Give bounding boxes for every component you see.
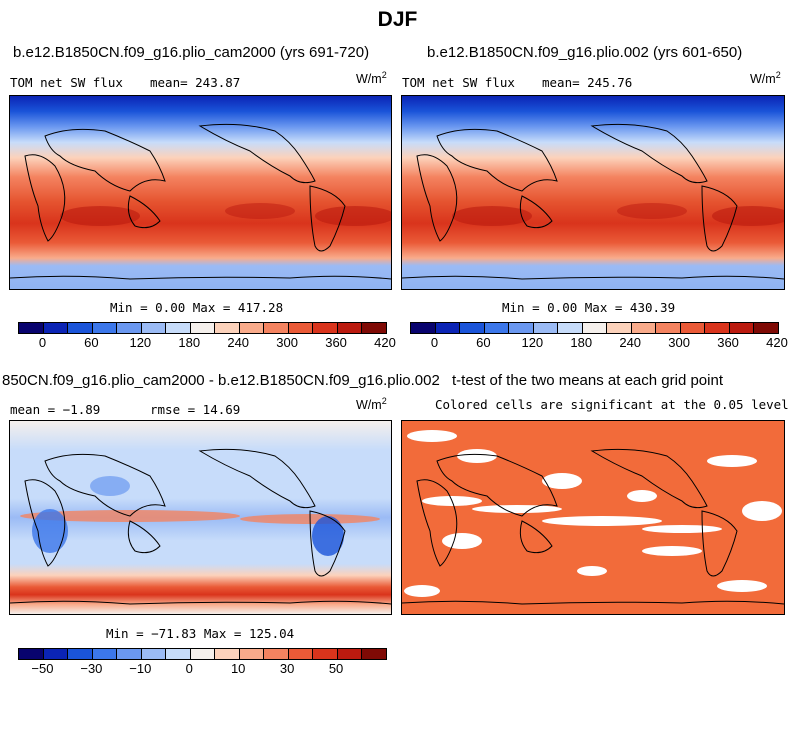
colorbar-tick-label: 360 bbox=[325, 335, 347, 350]
colorbar-swatch bbox=[533, 323, 559, 333]
colorbar-tick-label: 120 bbox=[521, 335, 544, 350]
panel2-minmax: Min = 0.00 Max = 430.39 bbox=[502, 300, 676, 315]
panel4-title: t-test of the two means at each grid poi… bbox=[452, 372, 723, 389]
panel3-units-label: W/m2 bbox=[356, 396, 387, 413]
panel4-coastlines bbox=[402, 448, 784, 605]
colorbar-tick-label: 420 bbox=[374, 335, 396, 350]
panel2-mean-label: mean= 245.76 bbox=[542, 75, 633, 90]
colorbar-swatch bbox=[313, 649, 338, 659]
colorbar-tick-label: 240 bbox=[227, 335, 250, 350]
colorbar-swatch bbox=[337, 323, 363, 333]
colorbar-swatch bbox=[239, 649, 265, 659]
panel1-coastlines bbox=[10, 123, 391, 280]
colorbar-tick-label: 120 bbox=[129, 335, 152, 350]
panel3-title: 850CN.f09_g16.plio_cam2000 - b.e12.B1850… bbox=[2, 372, 440, 389]
colorbar-tick-label: 180 bbox=[178, 335, 201, 350]
colorbar-swatch bbox=[141, 649, 167, 659]
colorbar-swatch bbox=[19, 323, 44, 333]
colorbar-swatch bbox=[215, 323, 240, 333]
colorbar-tick-label: −30 bbox=[80, 661, 103, 676]
panel1-colorbar bbox=[18, 322, 387, 334]
colorbar-tick-label: 300 bbox=[668, 335, 690, 350]
panel2-units-label: W/m2 bbox=[750, 70, 781, 87]
panel4-subtitle: Colored cells are significant at the 0.0… bbox=[435, 397, 789, 412]
colorbar-swatch bbox=[92, 323, 118, 333]
colorbar-swatch bbox=[729, 323, 755, 333]
colorbar-swatch bbox=[582, 323, 608, 333]
colorbar-tick-label: 60 bbox=[84, 335, 99, 350]
colorbar-tick-label: 30 bbox=[279, 661, 295, 676]
colorbar-swatch bbox=[337, 649, 363, 659]
colorbar-tick-label: −10 bbox=[129, 661, 152, 676]
panel3-map bbox=[9, 420, 392, 615]
colorbar-swatch bbox=[484, 323, 510, 333]
colorbar-swatch bbox=[362, 323, 386, 333]
colorbar-swatch bbox=[117, 323, 142, 333]
panel2-variable-label: TOM net SW flux bbox=[402, 75, 515, 90]
panel2-map bbox=[401, 95, 785, 290]
panel3-rmse-label: rmse = 14.69 bbox=[150, 402, 241, 417]
colorbar-tick-label: 240 bbox=[619, 335, 642, 350]
colorbar-swatch bbox=[92, 649, 118, 659]
panel1-map bbox=[9, 95, 392, 290]
colorbar-swatch bbox=[705, 323, 730, 333]
colorbar-swatch bbox=[607, 323, 632, 333]
colorbar-swatch bbox=[631, 323, 657, 333]
panel1-mean-label: mean= 243.87 bbox=[150, 75, 241, 90]
panel2-coastlines bbox=[402, 123, 784, 280]
colorbar-swatch bbox=[264, 649, 289, 659]
colorbar-swatch bbox=[288, 649, 314, 659]
colorbar-swatch bbox=[656, 323, 681, 333]
colorbar-tick-label: −50 bbox=[31, 661, 54, 676]
colorbar-swatch bbox=[166, 323, 191, 333]
panel1-variable-label: TOM net SW flux bbox=[10, 75, 123, 90]
panel3-colorbar bbox=[18, 648, 387, 660]
colorbar-swatch bbox=[68, 323, 93, 333]
colorbar-tick-label: 50 bbox=[328, 661, 344, 676]
panel1-title: b.e12.B1850CN.f09_g16.plio_cam2000 (yrs … bbox=[13, 44, 370, 61]
colorbar-swatch bbox=[411, 323, 436, 333]
colorbar-swatch bbox=[68, 649, 93, 659]
panel2-colorbar bbox=[410, 322, 779, 334]
colorbar-tick-label: 420 bbox=[766, 335, 788, 350]
colorbar-tick-label: 0 bbox=[38, 335, 47, 350]
colorbar-swatch bbox=[43, 323, 69, 333]
colorbar-tick-label: 0 bbox=[430, 335, 439, 350]
colorbar-swatch bbox=[215, 649, 240, 659]
colorbar-swatch bbox=[313, 323, 338, 333]
colorbar-swatch bbox=[239, 323, 265, 333]
colorbar-swatch bbox=[166, 649, 191, 659]
colorbar-tick-label: 60 bbox=[476, 335, 491, 350]
colorbar-tick-label: 10 bbox=[230, 661, 246, 676]
colorbar-swatch bbox=[435, 323, 461, 333]
colorbar-swatch bbox=[362, 649, 386, 659]
panel3-coastlines bbox=[10, 448, 391, 605]
colorbar-swatch bbox=[141, 323, 167, 333]
colorbar-swatch bbox=[680, 323, 706, 333]
colorbar-tick-label: 180 bbox=[570, 335, 593, 350]
colorbar-tick-label: 300 bbox=[276, 335, 298, 350]
panel3-mean-label: mean = −1.89 bbox=[10, 402, 101, 417]
panel3-minmax: Min = −71.83 Max = 125.04 bbox=[106, 626, 295, 641]
panel1-minmax: Min = 0.00 Max = 417.28 bbox=[110, 300, 284, 315]
colorbar-tick-label: 360 bbox=[717, 335, 739, 350]
colorbar-swatch bbox=[190, 649, 216, 659]
panel2-title: b.e12.B1850CN.f09_g16.plio.002 (yrs 601-… bbox=[427, 44, 743, 61]
colorbar-swatch bbox=[43, 649, 69, 659]
colorbar-swatch bbox=[558, 323, 583, 333]
colorbar-tick-label: 0 bbox=[185, 661, 193, 676]
colorbar-swatch bbox=[754, 323, 778, 333]
colorbar-swatch bbox=[190, 323, 216, 333]
panel1-units-label: W/m2 bbox=[356, 70, 387, 87]
page-title: DJF bbox=[377, 8, 418, 31]
colorbar-swatch bbox=[288, 323, 314, 333]
colorbar-swatch bbox=[19, 649, 44, 659]
panel4-map bbox=[401, 420, 785, 615]
colorbar-swatch bbox=[460, 323, 485, 333]
colorbar-swatch bbox=[509, 323, 534, 333]
colorbar-swatch bbox=[117, 649, 142, 659]
colorbar-swatch bbox=[264, 323, 289, 333]
